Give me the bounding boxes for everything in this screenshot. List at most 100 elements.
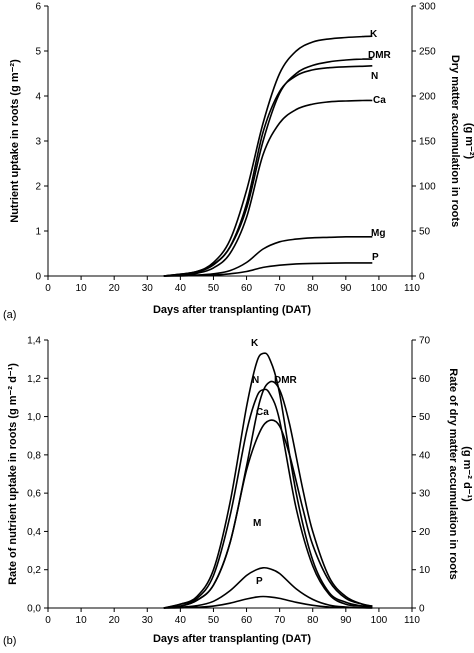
y2-tick-label: 10 (419, 565, 431, 576)
y2-tick-label: 250 (419, 47, 436, 58)
curve-labels: K DMR N Ca Mg P (368, 29, 392, 263)
x-tick-label: 40 (175, 615, 187, 626)
x-tick-label: 70 (274, 283, 286, 294)
x-tick-label: 100 (371, 615, 388, 626)
panel-label: (b) (3, 635, 16, 647)
x-tick-label: 90 (340, 283, 352, 294)
x-tick-label: 60 (241, 615, 253, 626)
series-dmr-label: DMR (274, 375, 298, 386)
y-axis-label: Nutrient uptake in roots (g m⁻²) (9, 59, 21, 223)
y-tick-label: 0,4 (27, 527, 41, 538)
x-tick-label: 110 (404, 283, 420, 294)
x-tick-label: 100 (371, 283, 388, 294)
y-tick-label: 0,8 (27, 450, 41, 461)
series-m-label: M (253, 518, 261, 529)
y-ticks: 0 1 2 3 4 5 6 (35, 2, 48, 283)
y2-ticks: 0 50 100 150 200 250 300 (412, 2, 436, 283)
y-tick-label: 0,6 (27, 489, 41, 500)
x-tick-label: 50 (208, 615, 220, 626)
series-mg-line (163, 235, 373, 277)
panel-label: (a) (3, 309, 16, 321)
y-tick-label: 5 (35, 47, 41, 58)
y2-tick-label: 40 (419, 450, 431, 461)
series-k-label: K (251, 338, 259, 349)
series-k-line (163, 352, 373, 609)
y-tick-label: 0,2 (27, 565, 41, 576)
series-ca-label: Ca (373, 95, 386, 106)
y-tick-label: 6 (35, 2, 41, 13)
y2-tick-label: 200 (419, 92, 436, 103)
y2-axis-label-line2: (g m⁻²) (463, 123, 474, 160)
plot-frame (47, 340, 413, 609)
y2-tick-label: 100 (419, 182, 436, 193)
series-mg-label: Mg (371, 228, 385, 239)
plot-frame (47, 6, 413, 277)
series-k-line (163, 35, 373, 277)
x-tick-label: 20 (109, 283, 121, 294)
x-tick-label: 0 (45, 283, 51, 294)
series-p-label: P (372, 252, 379, 263)
x-tick-label: 70 (274, 615, 286, 626)
curves (163, 352, 373, 609)
y2-tick-label: 70 (419, 336, 431, 347)
y2-axis-label-line2: (g m⁻² d⁻¹) (461, 446, 473, 502)
series-ca-line (163, 99, 373, 277)
series-n-line (163, 388, 373, 609)
y2-ticks: 0 10 20 30 40 50 60 70 (412, 336, 431, 615)
x-tick-label: 40 (175, 283, 187, 294)
y2-axis-label-line1: Dry matter accumulation in roots (449, 55, 461, 227)
series-p-line (163, 262, 373, 277)
y2-tick-label: 50 (419, 412, 431, 423)
x-tick-label: 60 (241, 283, 253, 294)
y2-tick-label: 20 (419, 527, 431, 538)
x-tick-label: 90 (340, 615, 352, 626)
y-axis-label: Rate of nutrient uptake in roots (g m⁻² … (7, 363, 19, 585)
y-tick-label: 1,4 (27, 336, 41, 347)
x-tick-label: 30 (142, 615, 154, 626)
series-m-line (163, 566, 373, 609)
series-n-line (163, 65, 373, 277)
y2-tick-label: 30 (419, 489, 431, 500)
series-k-label: K (370, 29, 378, 40)
x-ticks: 0 10 20 30 40 50 60 70 80 90 100 110 (45, 608, 420, 626)
y2-tick-label: 60 (419, 374, 431, 385)
y-tick-label: 2 (35, 182, 41, 193)
y-tick-label: 0,0 (27, 604, 41, 615)
series-n-label: N (252, 375, 259, 386)
series-p-line (163, 595, 373, 609)
panel-a: 0 10 20 30 40 50 60 70 80 90 100 110 0 1 2 3 4 5 6 0 50 100… (3, 2, 474, 322)
x-tick-label: 80 (307, 615, 319, 626)
y2-axis-label-line1: Rate of dry matter accumulation in roots (447, 368, 459, 579)
y2-tick-label: 50 (419, 227, 431, 238)
y-tick-label: 3 (35, 137, 41, 148)
panel-b: 0 10 20 30 40 50 60 70 80 90 100 110 0,00,20,40,60,… (3, 336, 473, 648)
y-tick-label: 4 (35, 92, 41, 103)
series-dmr-line (163, 58, 373, 277)
y-tick-label: 1 (35, 227, 41, 238)
y2-tick-label: 0 (419, 272, 425, 283)
series-p-label: P (256, 576, 263, 587)
curve-labels: K N DMR Ca M P (251, 338, 298, 587)
x-axis-label: Days after transplanting (DAT) (153, 304, 311, 316)
x-ticks: 0 10 20 30 40 50 60 70 80 90 100 110 (45, 276, 420, 294)
x-tick-label: 20 (109, 615, 121, 626)
y-tick-label: 1,0 (27, 412, 41, 423)
curves (163, 35, 373, 277)
x-tick-label: 110 (404, 615, 420, 626)
series-ca-line (163, 419, 373, 609)
x-tick-label: 0 (45, 615, 51, 626)
y2-tick-label: 150 (419, 137, 436, 148)
y-tick-label: 0 (35, 272, 41, 283)
y2-tick-label: 300 (419, 2, 436, 13)
y-ticks: 0,0 0,2 0,4 0,6 0,8 1,0 1,2 1,4 (27, 336, 48, 615)
series-ca-label: Ca (256, 407, 269, 418)
x-axis-label: Days after transplanting (DAT) (153, 633, 311, 645)
x-tick-label: 10 (76, 615, 88, 626)
series-dmr-label: DMR (368, 50, 392, 61)
y2-tick-label: 0 (419, 604, 425, 615)
series-n-label: N (371, 71, 378, 82)
x-tick-label: 10 (76, 283, 88, 294)
y-tick-label: 1,2 (27, 374, 41, 385)
